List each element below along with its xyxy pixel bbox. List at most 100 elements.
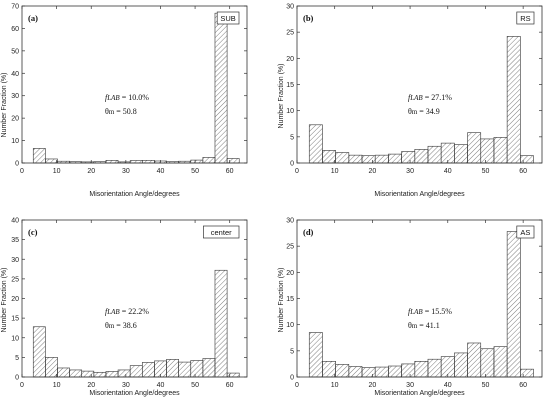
x-axis-label: Misorientation Angle/degrees [89, 191, 180, 198]
y-tick-label: 25 [11, 276, 19, 283]
f-subscript: LAB [409, 308, 423, 316]
f-value: = 27.1% [423, 93, 453, 102]
x-tick-label: 10 [53, 168, 61, 175]
y-tick-label: 30 [286, 218, 294, 225]
y-tick-label: 20 [11, 296, 19, 303]
x-tick-label: 10 [53, 382, 61, 389]
y-tick-label: 0 [15, 161, 19, 168]
y-tick-label: 15 [11, 316, 19, 323]
x-tick-label: 50 [482, 382, 490, 389]
y-tick-label: 30 [11, 257, 19, 264]
bar [401, 363, 416, 378]
f-subscript: LAB [106, 94, 120, 102]
y-tick-label: 20 [286, 56, 294, 63]
bar [322, 150, 336, 164]
x-tick-label: 40 [444, 382, 452, 389]
condition-label: AS [520, 228, 530, 237]
y-tick-label: 15 [286, 296, 294, 303]
bar [202, 157, 216, 164]
y-axis-label: Number Fraction (%) [278, 268, 285, 333]
x-tick-label: 40 [444, 168, 452, 175]
bar [440, 356, 455, 378]
bar [388, 365, 402, 378]
bar [81, 370, 95, 378]
theta-annotation: θm = 50.8 [105, 107, 137, 116]
x-axis-label: Misorientation Angle/degrees [89, 390, 180, 397]
y-tick-label: 40 [11, 218, 19, 225]
y-axis-label: Number Fraction (%) [1, 268, 8, 333]
theta-value: = 41.1 [417, 321, 440, 330]
y-tick-label: 10 [11, 138, 19, 145]
bar [308, 332, 323, 378]
theta-annotation: θm = 38.6 [105, 321, 137, 330]
y-tick-label: 0 [15, 375, 19, 382]
bar [141, 362, 155, 378]
condition-box [516, 225, 535, 239]
theta-annotation: θm = 41.1 [408, 321, 440, 330]
bar [506, 36, 521, 164]
condition-label: SUB [220, 14, 235, 23]
f-value: = 10.0% [120, 93, 150, 102]
bar [214, 12, 228, 164]
x-tick-label: 20 [87, 382, 95, 389]
theta-subscript: m [412, 322, 418, 330]
x-tick-label: 50 [482, 168, 490, 175]
x-tick-label: 50 [191, 382, 199, 389]
bar [105, 160, 119, 164]
y-tick-label: 10 [286, 322, 294, 329]
bar [117, 369, 131, 378]
bar [178, 361, 192, 378]
y-tick-label: 70 [11, 4, 19, 11]
bar [335, 152, 350, 164]
x-tick-label: 0 [20, 168, 24, 175]
bar [506, 231, 521, 378]
x-tick-label: 30 [122, 168, 130, 175]
bar [467, 132, 482, 164]
x-tick-label: 20 [368, 168, 376, 175]
y-tick-label: 5 [290, 134, 294, 141]
bar [493, 137, 508, 164]
bar [226, 372, 240, 378]
bar [226, 158, 240, 164]
theta-value: = 38.6 [114, 321, 137, 330]
f-subscript: LAB [409, 94, 423, 102]
condition-box [203, 225, 240, 239]
condition-box [216, 11, 240, 25]
x-tick-label: 30 [406, 168, 414, 175]
f-symbol: f [105, 307, 109, 316]
x-axis-label: Misorientation Angle/degrees [374, 390, 465, 397]
theta-subscript: m [109, 108, 115, 116]
y-tick-label: 0 [290, 375, 294, 382]
y-axis-label: Number Fraction (%) [1, 73, 8, 138]
chart-panel-1: 0 10 20 30 40 50 60 0 10 20 30 40 50 60 70 Misorientati… [1, 4, 248, 198]
condition-box [516, 11, 535, 25]
y-tick-label: 25 [286, 30, 294, 37]
theta-symbol: θ [408, 107, 412, 116]
f-subscript: LAB [106, 308, 120, 316]
f-value: = 22.2% [120, 307, 150, 316]
bar [414, 149, 429, 164]
flab-annotation: fLAB = 15.5% [408, 307, 452, 316]
bar [335, 364, 350, 378]
x-tick-label: 30 [122, 382, 130, 389]
panel-label: (b) [303, 13, 314, 23]
bar [190, 159, 204, 164]
y-tick-label: 20 [11, 116, 19, 123]
bar [374, 366, 389, 378]
plot-frame [21, 219, 248, 378]
theta-annotation: θm = 34.9 [408, 107, 440, 116]
y-tick-label: 30 [11, 93, 19, 100]
x-tick-label: 10 [331, 382, 339, 389]
bar [467, 342, 482, 378]
plot-frame [21, 5, 248, 164]
bar [454, 144, 468, 164]
x-axis-label: Misorientation Angle/degrees [374, 191, 465, 198]
bar [129, 365, 143, 378]
y-tick-label: 35 [11, 237, 19, 244]
bar [427, 145, 442, 164]
chart-panel-2: 0 10 20 30 40 50 60 0 5 10 15 20 25 30 Misorientation … [278, 4, 543, 198]
y-axis-label: Number Fraction (%) [278, 64, 285, 129]
bar [361, 155, 376, 164]
bar [493, 346, 508, 378]
